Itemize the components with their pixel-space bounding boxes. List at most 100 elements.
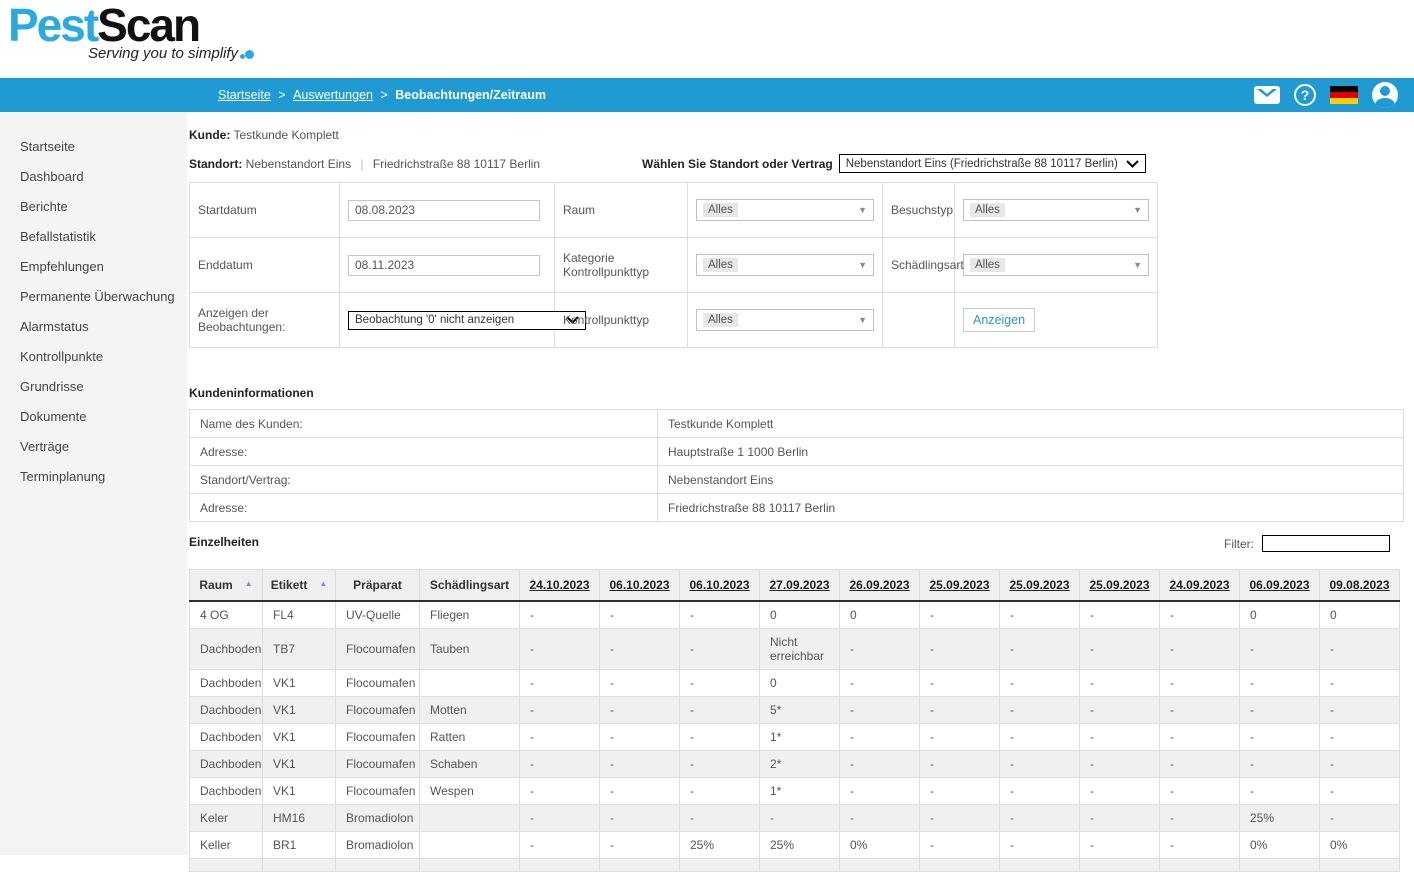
cell-observation: - [1160, 750, 1240, 777]
cell-observation: - [680, 601, 760, 629]
cell-raum: Dachboden [190, 750, 263, 777]
cell-observation: 2* [760, 750, 840, 777]
date-column-link[interactable]: 27.09.2023 [769, 578, 829, 592]
sidebar-item-terminplanung[interactable]: Terminplanung [0, 462, 187, 492]
cell-observation: 0 [840, 601, 920, 629]
sidebar-item-befallstatistik[interactable]: Befallstatistik [0, 222, 187, 252]
cell-praeparat: Flocoumafen [336, 669, 420, 696]
help-icon[interactable]: ? [1294, 84, 1316, 106]
column-header-date: 26.09.2023 [840, 570, 920, 601]
date-column-link[interactable]: 09.08.2023 [1329, 578, 1389, 592]
cell-clipped [1080, 858, 1160, 871]
site-select[interactable]: Nebenstandort Eins (Friedrichstraße 88 1… [839, 154, 1146, 173]
startdatum-input[interactable] [348, 200, 540, 221]
dropdown-arrow-icon: ▼ [1133, 260, 1142, 270]
user-avatar-icon[interactable] [1372, 82, 1398, 108]
cell-observation: - [1080, 831, 1160, 858]
sidebar-item-dashboard[interactable]: Dashboard [0, 162, 187, 192]
mail-icon[interactable] [1254, 86, 1280, 104]
date-column-link[interactable]: 25.09.2023 [929, 578, 989, 592]
cell-observation: - [520, 831, 600, 858]
app-header: PestScan Serving you to simplify [0, 0, 1414, 78]
column-header-sch-dlingsart[interactable]: Schädlingsart [420, 570, 520, 601]
date-column-link[interactable]: 25.09.2023 [1089, 578, 1149, 592]
cell-clipped [420, 858, 520, 871]
besuchstyp-select[interactable]: Alles▼ [963, 199, 1149, 221]
sidebar-item-vertr-ge[interactable]: Verträge [0, 432, 187, 462]
anzeigen-beobachtungen-select[interactable]: Beobachtung '0' nicht anzeigen [348, 311, 586, 330]
sidebar-item-alarmstatus[interactable]: Alarmstatus [0, 312, 187, 342]
cell-clipped [840, 858, 920, 871]
german-flag-icon[interactable] [1330, 86, 1358, 104]
kundeninfo-value: Hauptstraße 1 1000 Berlin [658, 438, 1404, 466]
cell-observation: - [1240, 750, 1320, 777]
cell-observation: - [520, 669, 600, 696]
cell-observation: - [1160, 831, 1240, 858]
cell-praeparat: UV-Quelle [336, 601, 420, 629]
cell-clipped [1320, 858, 1400, 871]
sidebar-item-startseite[interactable]: Startseite [0, 132, 187, 162]
sidebar-item-permanente-berwachung[interactable]: Permanente Überwachung [0, 282, 187, 312]
date-column-link[interactable]: 06.09.2023 [1249, 578, 1309, 592]
schaedlingsart-select[interactable]: Alles▼ [963, 254, 1149, 276]
cell-raum: Keler [190, 804, 263, 831]
kontrollpunkttyp-select[interactable]: Alles▼ [696, 309, 874, 331]
anzeigen-button[interactable]: Anzeigen [963, 308, 1035, 332]
date-column-link[interactable]: 24.09.2023 [1169, 578, 1229, 592]
enddatum-input[interactable] [348, 255, 540, 276]
sidebar-item-empfehlungen[interactable]: Empfehlungen [0, 252, 187, 282]
logo-text: PestScan [8, 2, 254, 48]
cell-observation: - [1000, 696, 1080, 723]
top-navigation-bar: Startseite > Auswertungen > Beobachtunge… [0, 78, 1414, 112]
breadcrumb-link[interactable]: Startseite [218, 88, 271, 102]
cell-observation: - [1240, 723, 1320, 750]
logo-part-scan: Scan [97, 0, 199, 51]
cell-clipped [600, 858, 680, 871]
cell-observation: - [1320, 628, 1400, 669]
cell-observation: - [520, 628, 600, 669]
customer-name-line: Kunde: Testkunde Komplett [189, 128, 1402, 142]
cell-etikett: VK1 [263, 723, 336, 750]
cell-observation: - [1160, 723, 1240, 750]
cell-observation: - [600, 628, 680, 669]
kundeninfo-row: Adresse:Friedrichstraße 88 10117 Berlin [190, 494, 1404, 522]
breadcrumb-link[interactable]: Auswertungen [293, 88, 373, 102]
cell-praeparat: Flocoumafen [336, 723, 420, 750]
cell-observation: 0 [1240, 601, 1320, 629]
column-header-label: Raum [199, 578, 232, 592]
column-header-raum[interactable]: Raum▲ [190, 570, 263, 601]
date-column-link[interactable]: 24.10.2023 [529, 578, 589, 592]
date-column-link[interactable]: 06.10.2023 [609, 578, 669, 592]
cell-observation: - [1000, 831, 1080, 858]
sidebar-item-dokumente[interactable]: Dokumente [0, 402, 187, 432]
kategorie-select[interactable]: Alles▼ [696, 254, 874, 276]
cell-observation: - [1240, 696, 1320, 723]
cell-observation: - [920, 750, 1000, 777]
cell-observation: - [680, 628, 760, 669]
cell-observation: - [600, 804, 680, 831]
cell-observation: - [1080, 750, 1160, 777]
raum-select[interactable]: Alles▼ [696, 199, 874, 221]
table-filter-input[interactable] [1262, 535, 1390, 552]
cell-observation: - [520, 804, 600, 831]
date-column-link[interactable]: 26.09.2023 [849, 578, 909, 592]
sidebar-item-berichte[interactable]: Berichte [0, 192, 187, 222]
cell-observation: - [520, 777, 600, 804]
cell-schaedlingsart [420, 804, 520, 831]
cell-raum: Dachboden [190, 669, 263, 696]
sidebar-item-grundrisse[interactable]: Grundrisse [0, 372, 187, 402]
cell-schaedlingsart: Motten [420, 696, 520, 723]
cell-praeparat: Flocoumafen [336, 696, 420, 723]
date-column-link[interactable]: 06.10.2023 [689, 578, 749, 592]
sidebar-item-kontrollpunkte[interactable]: Kontrollpunkte [0, 342, 187, 372]
column-header-pr-parat[interactable]: Präparat [336, 570, 420, 601]
cell-observation: 25% [1240, 804, 1320, 831]
column-header-etikett[interactable]: Etikett▲ [263, 570, 336, 601]
date-column-link[interactable]: 25.09.2023 [1009, 578, 1069, 592]
logo-swoosh-icon [240, 48, 254, 60]
cell-raum: Dachboden [190, 628, 263, 669]
